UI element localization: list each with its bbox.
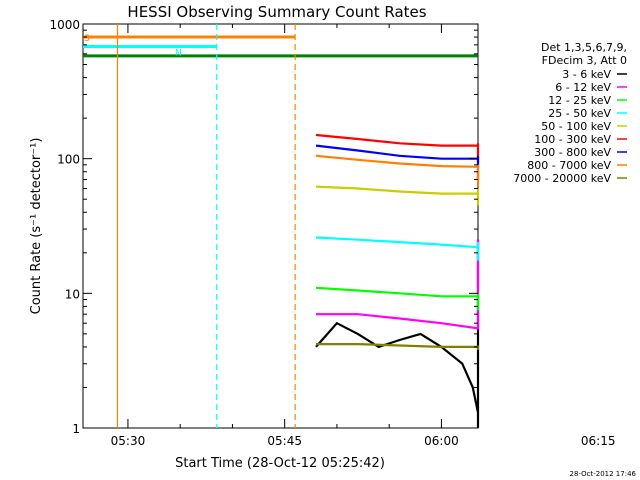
series-line xyxy=(315,239,480,428)
chart-title: HESSI Observing Summary Count Rates xyxy=(127,3,426,21)
series-lines xyxy=(315,133,480,428)
legend: Det 1,3,5,6,7,9,FDecim 3, Att 03 - 6 keV… xyxy=(513,41,627,185)
series-line xyxy=(316,239,480,330)
legend-entry-label: 300 - 800 keV xyxy=(534,146,611,159)
legend-entry-label: 25 - 50 keV xyxy=(548,107,611,120)
timestamp: 28-Oct-2012 17:46 xyxy=(570,470,637,478)
series-line xyxy=(315,286,480,311)
legend-entry-label: 7000 - 20000 keV xyxy=(513,172,611,185)
legend-entry-label: 800 - 7000 keV xyxy=(527,159,611,172)
series-line xyxy=(316,343,480,350)
flag-bars: SNRD0RDS xyxy=(83,34,478,59)
legend-entry-label: 50 - 100 keV xyxy=(541,120,611,133)
x-tick-label: 06:15 xyxy=(581,434,616,448)
x-axis-label: Start Time (28-Oct-12 05:25:42) xyxy=(175,456,385,471)
series-line xyxy=(315,236,480,261)
series-line xyxy=(315,154,480,187)
flag-label: N xyxy=(175,49,182,59)
y-axis-label: Count Rate (s⁻¹ detector⁻¹) xyxy=(29,138,44,315)
y-tick-label: 100 xyxy=(57,153,80,167)
y-axis: 1 10 100 1000 xyxy=(49,18,478,436)
x-tick-label: 06:00 xyxy=(424,434,459,448)
y-tick-label: 1 xyxy=(72,422,80,436)
legend-header: Det 1,3,5,6,7,9, xyxy=(541,41,627,54)
series-line xyxy=(315,133,480,165)
y-tick-label: 10 xyxy=(65,287,80,301)
flag-label: S xyxy=(84,34,90,44)
legend-entry-label: 100 - 300 keV xyxy=(534,133,611,146)
legend-entry-label: 6 - 12 keV xyxy=(555,81,611,94)
legend-entry-label: 3 - 6 keV xyxy=(562,68,611,81)
plot-area xyxy=(82,23,479,429)
legend-header: FDecim 3, Att 0 xyxy=(542,54,627,67)
vertical-markers xyxy=(116,24,296,428)
legend-entry-label: 12 - 25 keV xyxy=(548,94,611,107)
x-tick-label: 05:45 xyxy=(267,434,302,448)
x-tick-label: 05:30 xyxy=(111,434,146,448)
y-tick-label: 1000 xyxy=(49,18,80,32)
series-line xyxy=(315,185,480,206)
